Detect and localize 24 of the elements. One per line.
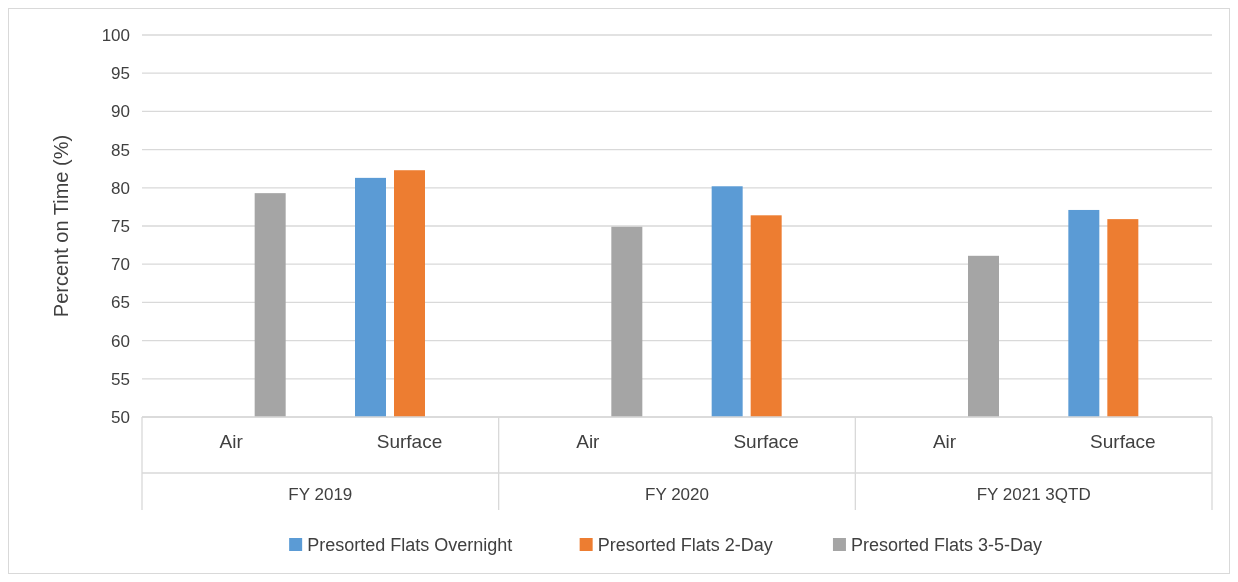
y-tick-label: 55 xyxy=(111,369,130,389)
x-tick-label: Air xyxy=(219,431,244,452)
text: FY 2019 xyxy=(288,485,353,504)
x-tick-label: Surface xyxy=(1090,431,1156,452)
x-tick-label: Surface xyxy=(376,431,443,452)
legend-label: Presorted Flats Overnight xyxy=(307,535,513,556)
legend-label: Presorted Flats 3-5-Day xyxy=(850,535,1043,556)
y-tick-label: 60 xyxy=(111,331,130,351)
y-axis-title: Percent on Time (%) xyxy=(50,134,72,318)
y-tick-label: 100 xyxy=(101,25,130,45)
y-tick-label: 50 xyxy=(111,407,130,427)
y-tick-label: 80 xyxy=(111,178,130,198)
text: FY 2021 3QTD xyxy=(976,485,1091,504)
text: FY 2020 xyxy=(645,485,709,504)
x-tick-label: Air xyxy=(932,431,957,452)
y-tick-label: 65 xyxy=(111,293,130,313)
y-tick-label: 90 xyxy=(111,102,130,122)
y-tick-label: 70 xyxy=(111,255,130,275)
y-tick-label: 95 xyxy=(111,64,130,84)
y-tick-label: 85 xyxy=(111,140,130,160)
y-tick-label: 75 xyxy=(111,216,130,236)
x-tick-label: Air xyxy=(576,431,601,452)
x-tick-label: Surface xyxy=(733,431,799,452)
legend-label: Presorted Flats 2-Day xyxy=(597,535,773,556)
